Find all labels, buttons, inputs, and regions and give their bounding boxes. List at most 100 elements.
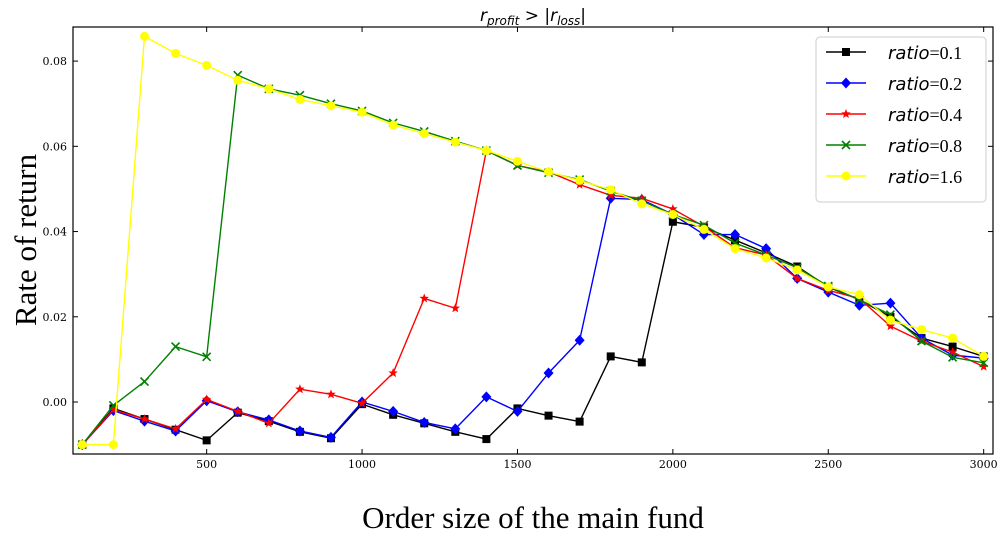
data-point: [233, 75, 243, 85]
x-axis-label: Order size of the main fund: [362, 500, 704, 535]
data-point: [979, 351, 989, 361]
data-point: [326, 389, 336, 399]
data-point: [575, 175, 585, 185]
data-point: [731, 236, 740, 245]
axis-ticks: 500 1000 1500 2000 2500 3000 0.00 0.02 0.04 0.06 0…: [43, 27, 998, 471]
data-point: [388, 405, 399, 417]
legend-label: ratio=1.6: [888, 167, 962, 188]
data-point: [139, 31, 149, 41]
y-tick-label: 0.02: [43, 311, 68, 324]
data-point: [730, 244, 740, 254]
legend: ratio=0.1 ratio=0.2 ratio=0.4 ratio=0.8 rati…: [815, 36, 987, 203]
data-point: [917, 325, 927, 335]
data-point: [419, 129, 429, 139]
data-point: [450, 137, 460, 147]
data-point: [450, 303, 461, 313]
data-point: [792, 273, 802, 283]
data-point: [77, 440, 87, 450]
data-point: [139, 376, 150, 387]
data-point: [325, 431, 336, 443]
series-line: [82, 35, 985, 446]
data-point: [388, 368, 398, 378]
data-point: [574, 334, 585, 346]
data-point: [481, 391, 492, 403]
data-point: [419, 416, 430, 428]
data-point: [294, 425, 305, 437]
data-point: [543, 367, 554, 379]
x-tick-label: 3000: [970, 458, 998, 471]
data-point: [978, 361, 989, 371]
legend-label: ratio=0.8: [888, 136, 962, 157]
data-point: [357, 107, 367, 117]
data-point: [357, 398, 367, 408]
data-point: [885, 321, 896, 331]
data-point: [605, 190, 616, 200]
x-tick-label: 1000: [348, 458, 376, 471]
data-point: [512, 156, 522, 166]
y-tick-label: 0.04: [43, 226, 68, 239]
data-point: [637, 358, 646, 367]
data-point: [637, 199, 647, 209]
data-point: [544, 167, 554, 177]
legend-item: ratio=0.2: [826, 74, 962, 95]
data-point: [606, 185, 616, 195]
legend-marker: [841, 171, 851, 181]
data-point: [108, 404, 119, 414]
data-point: [171, 342, 181, 352]
data-point: [948, 333, 958, 343]
data-point: [885, 315, 895, 325]
data-point: [606, 352, 615, 361]
data-point: [761, 253, 771, 263]
data-point: [171, 48, 181, 58]
data-point: [264, 84, 274, 94]
data-point: [668, 203, 678, 214]
y-tick-label: 0.06: [43, 140, 68, 153]
legend-marker: [841, 77, 851, 89]
data-point: [544, 411, 553, 420]
data-point: [948, 352, 958, 362]
x-tick-label: 2500: [814, 458, 842, 471]
legend-item: ratio=0.1: [826, 43, 962, 64]
data-point: [481, 146, 491, 156]
legend-label: ratio=0.1: [888, 43, 962, 64]
legend-label: ratio=0.2: [888, 74, 962, 95]
legend-item: ratio=0.4: [826, 105, 962, 126]
data-point: [108, 440, 118, 450]
data-point: [450, 423, 461, 435]
legend-marker: [841, 140, 851, 150]
data-point: [201, 394, 212, 404]
series-layer: [77, 31, 989, 451]
data-point: [668, 210, 678, 220]
data-point: [295, 94, 305, 104]
data-point: [575, 417, 584, 426]
x-tick-label: 2000: [659, 458, 687, 471]
data-point: [326, 101, 336, 111]
data-point: [202, 436, 211, 445]
data-point: [947, 347, 958, 357]
data-point: [761, 243, 772, 255]
series-5: [77, 31, 989, 450]
data-point: [792, 265, 802, 275]
legend-box: [815, 36, 987, 203]
data-point: [730, 229, 741, 241]
data-point: [854, 290, 864, 300]
data-point: [948, 342, 957, 351]
data-point: [419, 293, 429, 303]
data-point: [264, 418, 274, 428]
legend-label: ratio=0.4: [888, 105, 962, 126]
data-point: [979, 358, 989, 368]
data-point: [202, 352, 212, 362]
data-point: [139, 414, 150, 424]
data-point: [295, 384, 305, 394]
legend-marker: [842, 48, 850, 56]
data-point: [202, 60, 212, 70]
legend-marker: [841, 109, 851, 119]
x-tick-label: 1500: [503, 458, 531, 471]
legend-item: ratio=1.6: [826, 167, 962, 188]
data-point: [170, 423, 181, 433]
data-point: [482, 435, 491, 444]
data-point: [699, 224, 709, 234]
legend-item: ratio=0.8: [826, 136, 962, 157]
data-point: [668, 217, 677, 226]
data-point: [823, 282, 833, 292]
